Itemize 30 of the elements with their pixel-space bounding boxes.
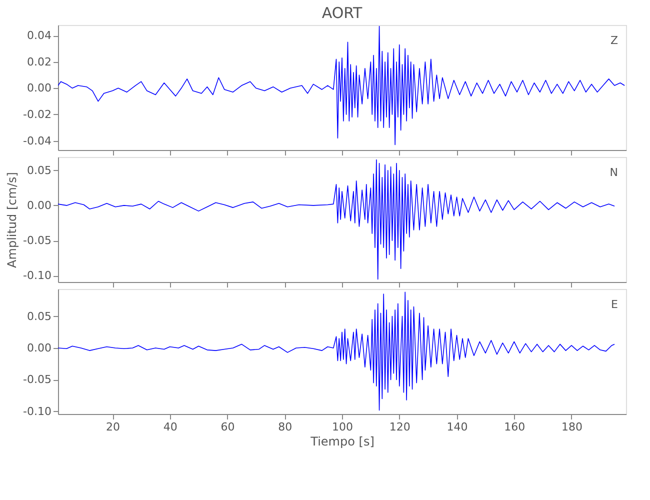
chart-title: AORT — [322, 4, 363, 22]
annotation: N — [610, 166, 618, 179]
y-tick-label: -0.10 — [23, 404, 52, 418]
x-axis-title: Tiempo [s] — [310, 434, 374, 448]
annotation: Z — [610, 34, 618, 47]
y-tick-label: -0.10 — [23, 269, 52, 282]
y-tick-label: -0.02 — [23, 108, 52, 121]
x-tick-label: 100 — [332, 420, 353, 434]
x-tick-label: 20 — [106, 420, 120, 434]
annotation: E — [611, 298, 618, 311]
y-tick-label: 0.05 — [27, 164, 52, 177]
line-series — [58, 26, 625, 146]
y-tick-label: -0.05 — [23, 234, 52, 248]
x-tick-label: 80 — [278, 420, 292, 434]
y-axis-title: Amplitud [cm/s] — [5, 172, 20, 268]
y-tick-label: 0.00 — [27, 82, 52, 95]
line-series — [58, 159, 615, 280]
y-tick-label: 0.05 — [27, 310, 52, 323]
y-tick-label: 0.04 — [27, 29, 52, 42]
x-tick-label: 140 — [446, 420, 468, 434]
y-tick-label: 0.00 — [27, 198, 52, 212]
x-tick-label: 160 — [504, 420, 526, 434]
x-tick-label: 60 — [220, 420, 235, 434]
x-tick-label: 120 — [389, 420, 410, 434]
y-tick-label: 0.02 — [27, 55, 52, 68]
x-tick-label: 180 — [561, 420, 582, 434]
y-tick-label: 0.00 — [27, 342, 52, 355]
y-tick-label: -0.04 — [23, 134, 52, 148]
y-tick-label: -0.05 — [23, 373, 52, 386]
x-tick-label: 40 — [163, 420, 178, 434]
